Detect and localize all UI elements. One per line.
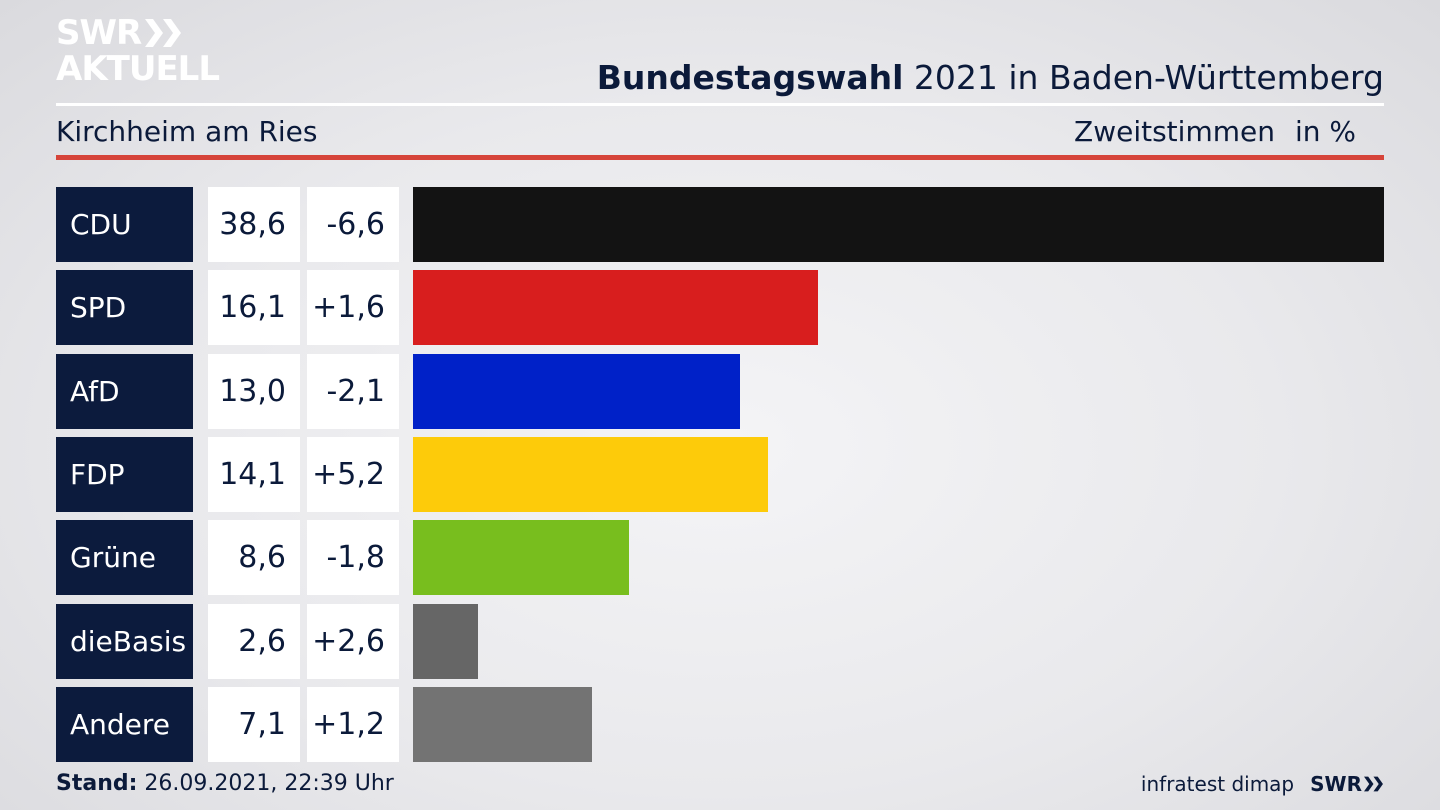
logo-line1: SWR (56, 13, 142, 53)
logo-line2: AKTUELL (56, 49, 220, 89)
party-label: Grüne (56, 520, 193, 596)
vote-share-value: 38,6 (208, 187, 300, 262)
chart-subtitle: Zweitstimmen in % (1074, 115, 1356, 148)
change-value: -1,8 (307, 520, 399, 596)
result-row: CDU 38,6 -6,6 (56, 187, 1384, 262)
result-bar (413, 686, 592, 762)
stand-label: Stand: (56, 771, 138, 796)
accent-divider (56, 155, 1384, 160)
result-row: AfD 13,0 -2,1 (56, 353, 1384, 429)
change-value: +1,2 (307, 686, 399, 762)
result-bar (413, 187, 1384, 262)
result-bar (413, 353, 741, 429)
party-label: dieBasis (56, 603, 193, 679)
vote-share-value: 16,1 (208, 270, 300, 346)
timestamp: Stand: 26.09.2021, 22:39 Uhr (56, 771, 394, 796)
party-label: FDP (56, 436, 193, 512)
result-row: FDP 14,1 +5,2 (56, 436, 1384, 512)
vote-type: Zweitstimmen (1074, 115, 1275, 148)
result-bar (413, 436, 768, 512)
header-divider (56, 103, 1384, 106)
swr-aktuell-logo: SWR AKTUELL (56, 13, 220, 89)
change-value: -2,1 (307, 353, 399, 429)
result-bar (413, 270, 818, 346)
chart-title: Bundestagswahl 2021 in Baden-Württemberg (597, 58, 1384, 97)
region-name: Kirchheim am Ries (56, 115, 318, 148)
result-bar (413, 603, 479, 679)
vote-share-value: 8,6 (208, 520, 300, 596)
double-chevron-icon (145, 19, 182, 47)
swr-small-logo: SWR (1310, 772, 1384, 796)
vote-share-value: 13,0 (208, 353, 300, 429)
double-chevron-small-icon (1364, 776, 1383, 792)
title-bold: Bundestagswahl (596, 58, 904, 97)
result-row: Andere 7,1 +1,2 (56, 686, 1384, 762)
party-label: Andere (56, 686, 193, 762)
title-rest: 2021 in Baden-Württemberg (903, 58, 1384, 97)
result-row: SPD 16,1 +1,6 (56, 270, 1384, 346)
unit-label: in % (1294, 115, 1356, 148)
vote-share-value: 2,6 (208, 603, 300, 679)
result-row: dieBasis 2,6 +2,6 (56, 603, 1384, 679)
change-value: -6,6 (307, 187, 399, 262)
change-value: +5,2 (307, 436, 399, 512)
party-label: SPD (56, 270, 193, 346)
result-bar (413, 520, 630, 596)
result-row: Grüne 8,6 -1,8 (56, 520, 1384, 596)
change-value: +1,6 (307, 270, 399, 346)
source-credit: infratest dimap SWR (1141, 772, 1384, 796)
vote-share-value: 14,1 (208, 436, 300, 512)
party-label: AfD (56, 353, 193, 429)
source-label: infratest dimap (1140, 772, 1295, 796)
change-value: +2,6 (307, 603, 399, 679)
vote-share-value: 7,1 (208, 686, 300, 762)
brand-label: SWR (1310, 772, 1362, 796)
stand-value: 26.09.2021, 22:39 Uhr (137, 771, 394, 796)
party-label: CDU (56, 187, 193, 262)
